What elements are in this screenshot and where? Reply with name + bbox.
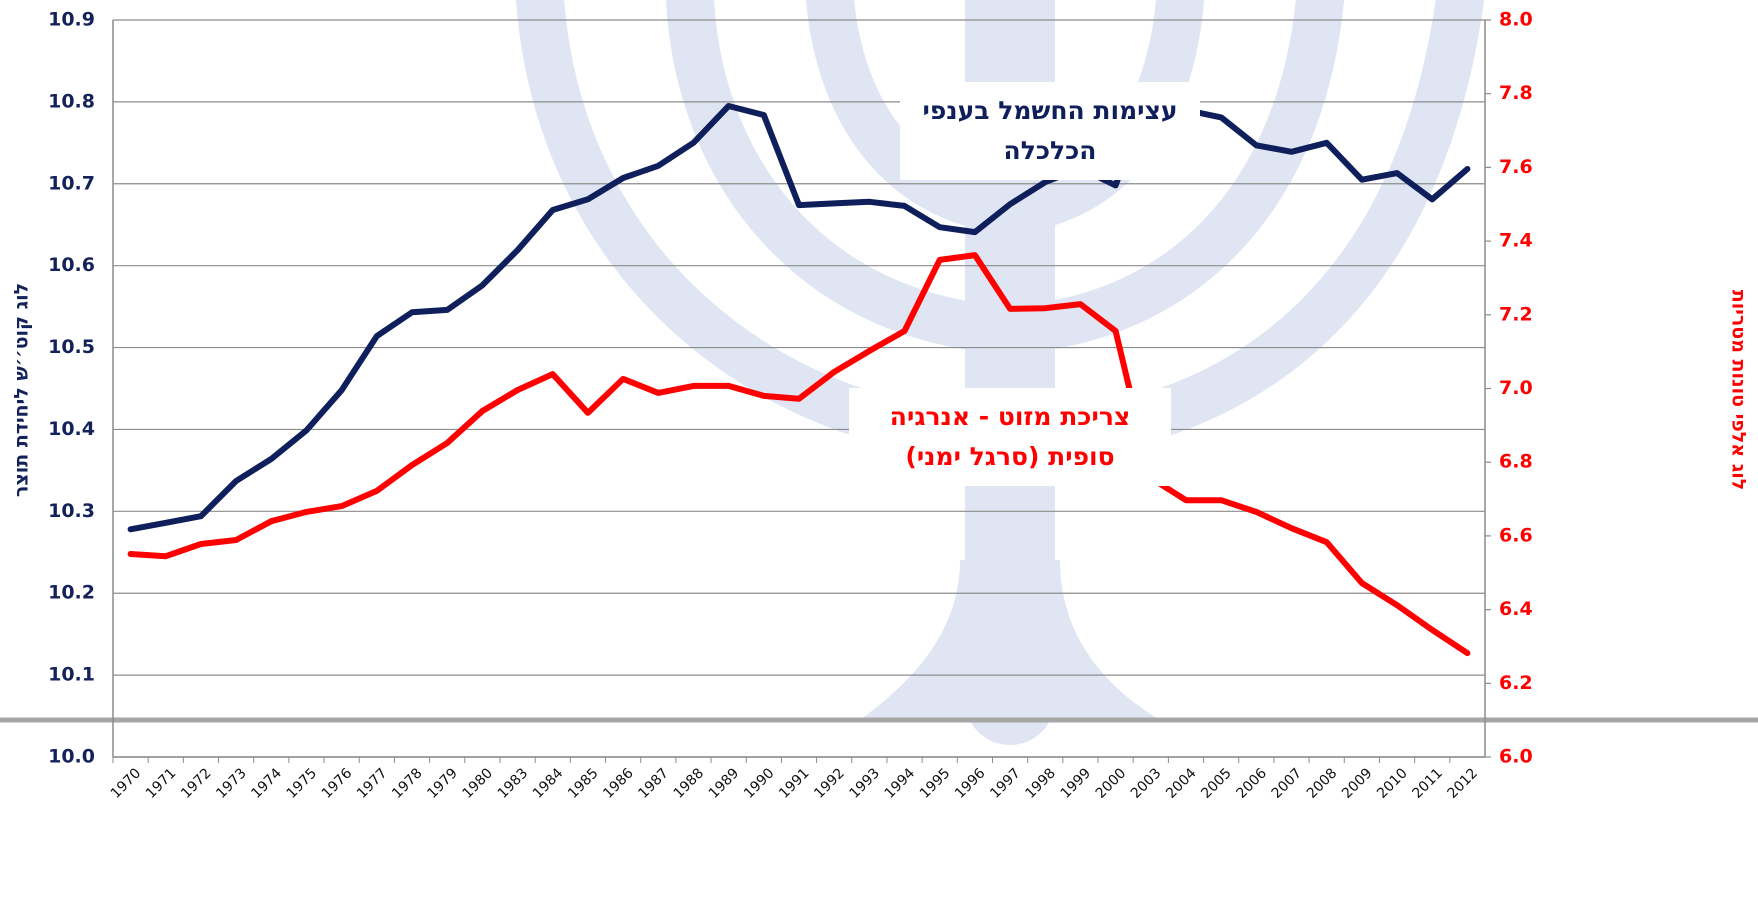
y2-tick-label: 6.8: [1499, 451, 1533, 473]
y-tick-label: 10.5: [48, 336, 95, 358]
y-tick-label: 10.8: [48, 90, 95, 112]
line-series: [127, 85, 1471, 533]
x-tick-label: 1990: [741, 765, 778, 802]
x-tick-label: 1998: [1022, 765, 1059, 802]
y-tick-label: 10.2: [48, 582, 95, 604]
x-tick-label: 1972: [178, 765, 215, 802]
y2-tick-label: 7.4: [1499, 230, 1533, 252]
y2-tick-label: 7.6: [1499, 156, 1533, 178]
y-tick-label: 10.0: [48, 746, 95, 768]
y2-tick-label: 7.8: [1499, 82, 1533, 104]
legend-label: עצימות החשמל בענפי: [922, 96, 1177, 125]
x-tick-label: 2007: [1269, 765, 1306, 802]
x-tick-label: 1999: [1058, 765, 1095, 802]
y-tick-label: 10.7: [48, 172, 95, 194]
x-tick-label: 2009: [1339, 765, 1376, 802]
y2-tick-label: 8.0: [1499, 9, 1533, 31]
x-tick-label: 1987: [635, 765, 672, 802]
y2-axis-title: לוג אלפי טונות מטריות: [1728, 290, 1750, 491]
x-tick-label: 1971: [143, 765, 180, 802]
y2-tick-label: 7.2: [1499, 303, 1533, 325]
x-tick-label: 2000: [1093, 765, 1130, 802]
x-tick-label: 2012: [1445, 765, 1482, 802]
x-tick-label: 1992: [811, 765, 848, 802]
x-tick-label: 2010: [1374, 765, 1411, 802]
legend-label: הכלכלה: [1004, 136, 1097, 165]
x-tick-label: 1989: [706, 765, 743, 802]
x-tick-label: 2006: [1233, 765, 1270, 802]
line-series: [127, 252, 1471, 657]
x-tick-label: 1977: [354, 765, 391, 802]
x-tick-label: 2005: [1198, 765, 1235, 802]
x-tick-label: 1974: [248, 765, 285, 802]
y2-tick-label: 6.0: [1499, 746, 1533, 768]
x-tick-label: 1984: [530, 765, 567, 802]
x-tick-label: 1997: [987, 765, 1024, 802]
x-tick-label: 1988: [671, 765, 708, 802]
x-tick-label: 2004: [1163, 765, 1200, 802]
x-tick-label: 1980: [460, 765, 497, 802]
x-tick-label: 1979: [424, 765, 461, 802]
x-tick-label: 1986: [600, 765, 637, 802]
x-tick-label: 1978: [389, 765, 426, 802]
x-tick-label: 1983: [495, 765, 532, 802]
y2-tick-label: 6.4: [1499, 598, 1533, 620]
y-tick-label: 10.3: [48, 500, 95, 522]
x-tick-label: 1970: [108, 765, 145, 802]
y-tick-label: 10.6: [48, 254, 95, 276]
legend-box: [849, 388, 1171, 486]
x-tick-label: 1991: [776, 765, 813, 802]
legend-box: [900, 82, 1200, 180]
x-tick-label: 2003: [1128, 765, 1165, 802]
x-tick-label: 2008: [1304, 765, 1341, 802]
y-tick-label: 10.1: [48, 664, 95, 686]
y2-tick-label: 6.6: [1499, 524, 1533, 546]
x-tick-label: 1985: [565, 765, 602, 802]
y-axis-title: לוג קוט׳׳ש ליחידת תוצר: [11, 283, 33, 497]
x-tick-label: 1975: [284, 765, 321, 802]
x-tick-label: 1993: [847, 765, 884, 802]
x-tick-label: 2011: [1409, 765, 1446, 802]
legend-label: צריכת מזוט - אנרגיה: [890, 402, 1130, 431]
y-tick-label: 10.4: [48, 418, 95, 440]
y-tick-label: 10.9: [48, 9, 95, 31]
x-tick-label: 1994: [882, 765, 919, 802]
legend-label: סופית (סרגל ימני): [905, 442, 1114, 471]
x-tick-label: 1995: [917, 765, 954, 802]
x-tick-label: 1996: [952, 765, 989, 802]
y2-tick-label: 7.0: [1499, 377, 1533, 399]
y2-tick-label: 6.2: [1499, 672, 1533, 694]
x-tick-label: 1976: [319, 765, 356, 802]
x-tick-label: 1973: [213, 765, 250, 802]
